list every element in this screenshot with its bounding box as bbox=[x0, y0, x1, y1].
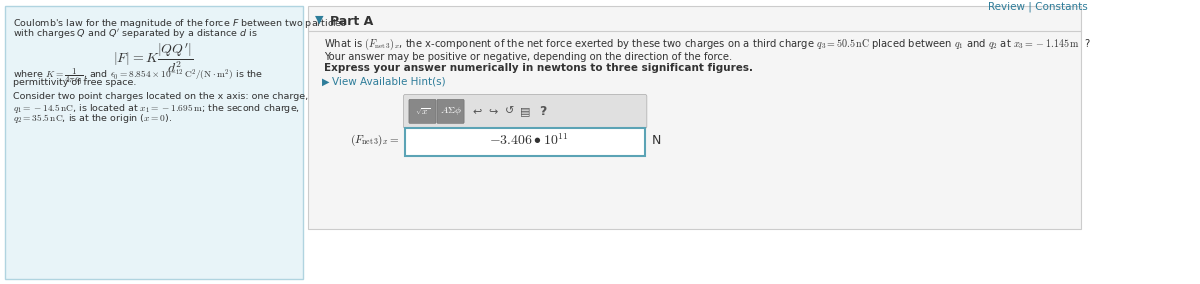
FancyBboxPatch shape bbox=[437, 99, 464, 123]
Text: $q_2 = 35.5\,\mathrm{nC}$, is at the origin ($x = 0$).: $q_2 = 35.5\,\mathrm{nC}$, is at the ori… bbox=[13, 112, 172, 125]
Text: Coulomb's law for the magnitude of the force $F$ between two particles: Coulomb's law for the magnitude of the f… bbox=[13, 16, 347, 30]
Text: with charges $Q$ and $Q'$ separated by a distance $d$ is: with charges $Q$ and $Q'$ separated by a… bbox=[13, 27, 257, 39]
Text: $\sqrt{x}$: $\sqrt{x}$ bbox=[415, 106, 431, 117]
Text: ↩: ↩ bbox=[472, 106, 481, 116]
Text: ↺: ↺ bbox=[505, 106, 514, 116]
Text: permittivity of free space.: permittivity of free space. bbox=[13, 78, 136, 87]
FancyBboxPatch shape bbox=[409, 99, 436, 123]
FancyBboxPatch shape bbox=[307, 6, 1081, 229]
Text: $q_1 = -14.5\,\mathrm{nC}$, is located at $x_1 = -1.695\,\mathrm{m}$; the second: $q_1 = -14.5\,\mathrm{nC}$, is located a… bbox=[13, 103, 300, 115]
Text: Express your answer numerically in newtons to three significant figures.: Express your answer numerically in newto… bbox=[324, 64, 752, 74]
Bar bbox=[979, 7, 985, 12]
FancyBboxPatch shape bbox=[5, 6, 304, 279]
Text: Part A: Part A bbox=[330, 14, 373, 28]
Text: View Available Hint(s): View Available Hint(s) bbox=[332, 76, 445, 86]
Text: ?: ? bbox=[539, 105, 546, 118]
Text: What is $(F_{\mathrm{net}\,3})_x$, the x-component of the net force exerted by t: What is $(F_{\mathrm{net}\,3})_x$, the x… bbox=[324, 37, 1091, 52]
Text: ↪: ↪ bbox=[488, 106, 498, 116]
FancyBboxPatch shape bbox=[406, 128, 646, 156]
Text: Consider two point charges located on the x axis: one charge,: Consider two point charges located on th… bbox=[13, 92, 307, 101]
Text: $A\Sigma\phi$: $A\Sigma\phi$ bbox=[439, 105, 462, 117]
Text: ▼: ▼ bbox=[314, 14, 323, 25]
Text: $(F_{\mathrm{net}\,3})_x =$: $(F_{\mathrm{net}\,3})_x =$ bbox=[350, 133, 400, 148]
Text: N: N bbox=[652, 134, 661, 147]
Text: Your answer may be positive or negative, depending on the direction of the force: Your answer may be positive or negative,… bbox=[324, 51, 732, 62]
Text: $|F| = K\dfrac{|QQ'|}{d^2}$: $|F| = K\dfrac{|QQ'|}{d^2}$ bbox=[114, 41, 194, 76]
Text: ▤: ▤ bbox=[521, 106, 530, 116]
Text: $-3.406 \bullet 10^{11}$: $-3.406 \bullet 10^{11}$ bbox=[488, 133, 569, 148]
Bar bbox=[972, 7, 978, 12]
FancyBboxPatch shape bbox=[403, 94, 647, 128]
Text: ▶: ▶ bbox=[322, 76, 330, 86]
Text: Review | Constants: Review | Constants bbox=[988, 1, 1087, 12]
Text: where $K = \dfrac{1}{4\pi\epsilon_0}$, and $\epsilon_0 = 8.854 \times 10^{-12}\,: where $K = \dfrac{1}{4\pi\epsilon_0}$, a… bbox=[13, 66, 263, 87]
